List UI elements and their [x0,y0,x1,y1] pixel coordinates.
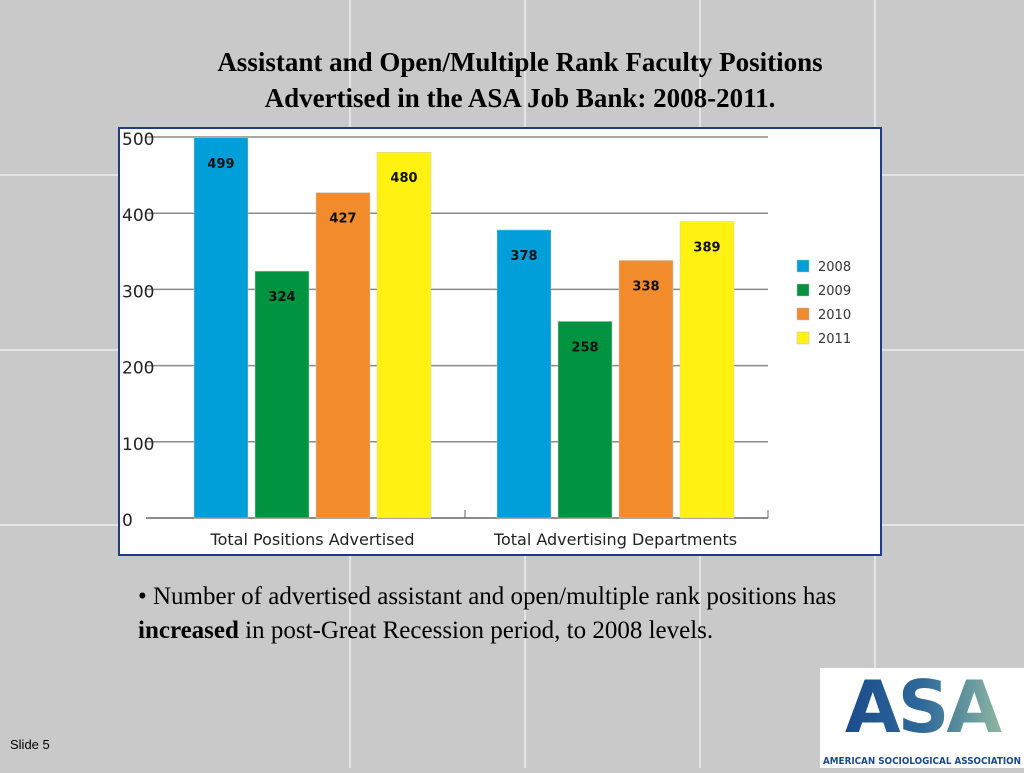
asa-logo-graphic: ASA AMERICAN SOCIOLOGICAL ASSOCIATION [823,665,1021,767]
legend-swatch-2008 [796,259,810,273]
logo-caption: AMERICAN SOCIOLOGICAL ASSOCIATION [823,756,1021,767]
asa-logo: ASA AMERICAN SOCIOLOGICAL ASSOCIATION [820,665,1024,768]
y-tick-label: 200 [122,359,154,379]
bullet-point: • Number of advertised assistant and ope… [138,580,978,648]
data-label: 427 [329,212,356,227]
legend-label: 2011 [818,332,851,347]
legend-label: 2010 [818,308,851,323]
x-category-label: Total Advertising Departments [493,530,737,549]
bullet-text: • Number of advertised assistant and ope… [138,583,837,610]
data-label: 338 [632,279,659,294]
data-label: 378 [510,249,537,264]
legend-label: 2009 [818,284,851,299]
bullet-text-rest: in post-Great Recession period, to 2008 … [238,617,714,644]
title-line-1: Assistant and Open/Multiple Rank Faculty… [217,47,823,77]
data-label: 389 [693,241,720,256]
slide-number: Slide 5 [10,737,50,752]
data-label: 480 [390,171,417,186]
y-tick-label: 500 [122,130,154,150]
data-label: 499 [207,157,234,172]
y-tick-label: 0 [122,511,133,531]
bar-2008 [496,229,552,519]
chart-container: 0 100 200 300 400 500 499 324 427 480 Total Positi… [118,127,882,556]
bar-2011 [376,151,432,519]
bar-2010 [315,192,371,519]
y-tick-label: 100 [122,435,154,455]
title-line-2: Advertised in the ASA Job Bank: 2008-201… [264,83,776,113]
bar-2009 [254,270,310,519]
bar-2010 [618,260,674,519]
data-label: 258 [571,340,598,355]
bar-2011 [679,221,735,519]
bar-chart: 0 100 200 300 400 500 499 324 427 480 Total Positi… [122,130,851,549]
x-category-label: Total Positions Advertised [210,530,415,549]
bar-2009 [557,321,613,519]
logo-letters: ASA [845,668,1003,749]
legend-swatch-2009 [796,283,810,297]
bullet-bold-text: increased [138,617,239,644]
legend-swatch-2011 [796,331,810,345]
y-tick-label: 300 [122,282,154,302]
legend-swatch-2010 [796,307,810,321]
y-tick-label: 400 [122,206,154,226]
legend-label: 2008 [818,260,851,275]
slide-title: Assistant and Open/Multiple Rank Faculty… [100,44,940,116]
bar-2008 [193,137,249,519]
data-label: 324 [268,290,295,305]
